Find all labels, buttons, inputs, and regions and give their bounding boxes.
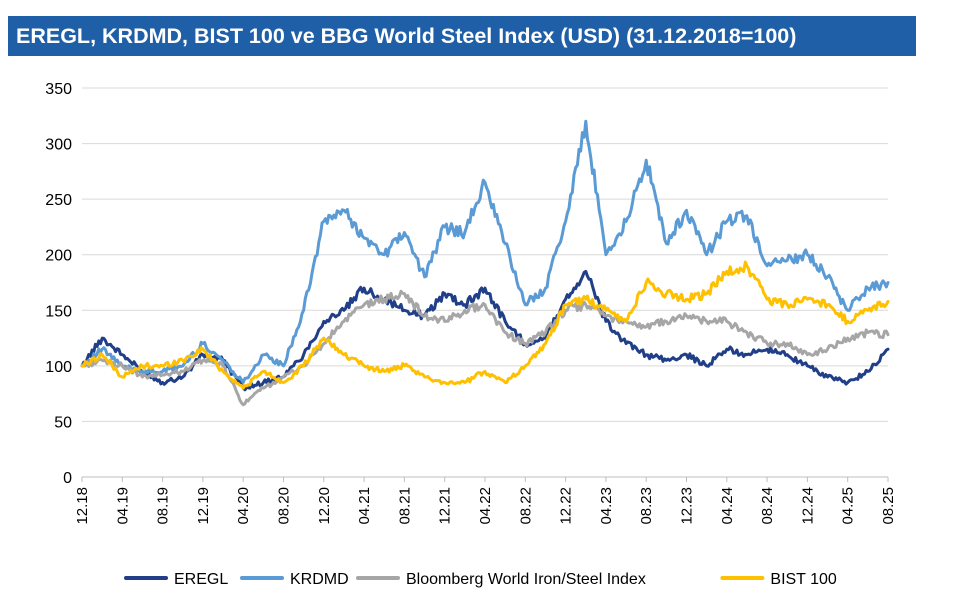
legend-label: KRDMD [290,571,349,588]
y-tick-label: 150 [45,303,72,320]
legend: EREGL KRDMD Bloomberg World Iron/Steel Ind… [124,571,837,588]
x-tick-label: 04.22 [477,487,494,525]
x-tick-label: 08.20 [276,487,293,525]
series-line-bist-100 [80,260,890,390]
y-tick-label: 250 [45,192,72,209]
x-tick-label: 04.24 [719,487,736,525]
x-tick-label: 04.23 [598,487,615,525]
series-line-krdmd [80,119,890,384]
y-tick-label: 350 [45,81,72,98]
x-tick-label: 08.22 [517,487,534,525]
x-tick-label: 08.24 [759,487,776,525]
x-tick-label: 04.21 [356,487,373,525]
x-tick-label: 08.23 [638,487,655,525]
y-tick-label: 200 [45,248,72,265]
legend-label: Bloomberg World Iron/Steel Index [406,571,646,588]
series-lines [80,119,890,407]
x-tick-label: 04.25 [840,487,857,525]
y-tick-label: 50 [54,414,72,431]
legend-label: BIST 100 [770,571,837,588]
x-axis: 12.18 04.19 08.19 12.19 04.20 08.20 12.20 04.21… [74,476,897,525]
grid-lines [82,87,888,478]
x-tick-label: 08.19 [155,487,172,525]
x-tick-label: 12.22 [558,487,575,525]
y-tick-label: 0 [63,470,72,487]
x-tick-label: 04.20 [235,487,252,525]
x-tick-label: 08.21 [396,487,413,525]
x-tick-label: 12.19 [195,487,212,525]
x-tick-label: 12.20 [316,487,333,525]
x-tick-label: 04.19 [114,487,131,525]
legend-label: EREGL [174,571,228,588]
x-tick-label: 08.25 [880,487,897,525]
x-tick-label: 12.23 [679,487,696,525]
chart-title: EREGL, KRDMD, BIST 100 ve BBG World Stee… [8,16,916,56]
x-tick-label: 12.18 [74,487,91,525]
y-tick-label: 100 [45,359,72,376]
x-tick-label: 12.21 [437,487,454,525]
x-tick-label: 12.24 [799,487,816,525]
y-axis: 0 50 100 150 200 250 300 350 [45,81,72,487]
y-tick-label: 300 [45,137,72,154]
